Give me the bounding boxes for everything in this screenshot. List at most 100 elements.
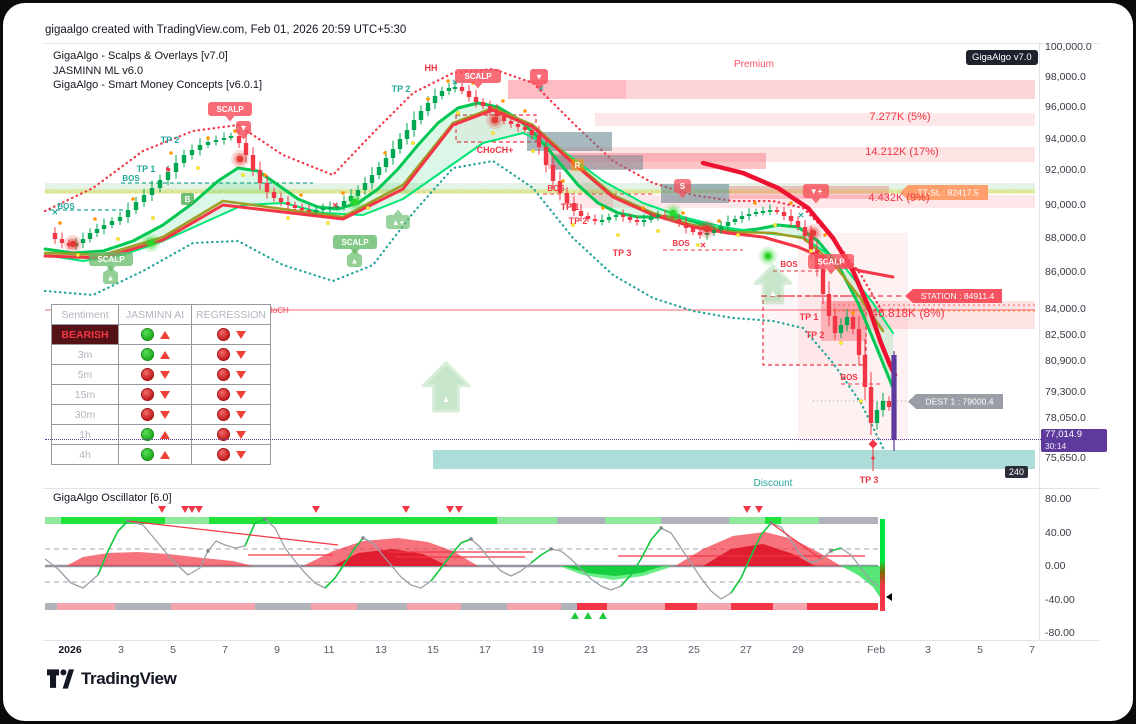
svg-text:4.432K (9%): 4.432K (9%) (868, 192, 929, 204)
time-tick: 3 (118, 644, 124, 656)
sentiment-header: Sentiment (51, 304, 119, 325)
chart-card: gigaalgo created with TradingView.com, F… (3, 3, 1133, 721)
price-tick: 98,000.0 (1045, 71, 1086, 83)
time-tick: 17 (479, 644, 491, 656)
svg-text:✕: ✕ (798, 211, 805, 220)
sentiment-cell (190, 344, 272, 365)
time-tick: 13 (375, 644, 387, 656)
legend-line-3[interactable]: GigaAlgo - Smart Money Concepts [v6.0.1] (53, 79, 263, 91)
ghost-buy-arrows: ▲▲ (421, 263, 793, 413)
svg-text:✕: ✕ (52, 208, 59, 217)
legend-line-2[interactable]: JASMINN ML v6.0 (53, 64, 144, 77)
time-tick: 21 (584, 644, 596, 656)
signal-markers: B R ✕ ✕ ✕ ✕ ✕ ✕ ⚑ (52, 78, 878, 471)
sentiment-row: 15m (51, 384, 272, 405)
sentiment-row: 4h (51, 444, 272, 465)
price-tick: 86,000.0 (1045, 266, 1086, 278)
svg-text:TP 2: TP 2 (392, 84, 411, 94)
price-tick: 82,500.0 (1045, 329, 1086, 341)
red-circle-icon (140, 368, 154, 381)
svg-text:TP 3: TP 3 (860, 475, 879, 485)
pane-separator[interactable] (43, 488, 1099, 489)
green-circle-icon (140, 328, 154, 341)
sentiment-cell (118, 364, 192, 385)
sentiment-row: 3m (51, 344, 272, 365)
sentiment-timeframe-label: 5m (51, 364, 119, 385)
arrow-down-icon (235, 390, 246, 399)
sentiment-row: 30m (51, 404, 272, 425)
svg-text:STATION : 84911.4: STATION : 84911.4 (921, 291, 995, 301)
sentiment-cell (118, 384, 192, 405)
sentiment-row: BEARISH (51, 324, 272, 345)
svg-text:TP 3: TP 3 (613, 248, 632, 258)
arrow-down-icon (235, 430, 246, 439)
svg-text:14.212K (17%): 14.212K (17%) (865, 146, 938, 158)
arrow-up-icon (159, 350, 170, 359)
sentiment-timeframe-label: BEARISH (51, 324, 119, 345)
svg-text:TP 1: TP 1 (561, 202, 580, 212)
current-price-line (45, 439, 1041, 440)
tradingview-logo[interactable]: TradingView (47, 669, 177, 689)
sentiment-cell (118, 404, 192, 425)
time-tick: 25 (688, 644, 700, 656)
svg-text:TP 2: TP 2 (161, 135, 180, 145)
time-tick: 3 (925, 644, 931, 656)
svg-text:46.818K (8%): 46.818K (8%) (871, 306, 944, 320)
arrow-down-icon (235, 410, 246, 419)
red-circle-icon (140, 388, 154, 401)
svg-text:BOS: BOS (547, 184, 565, 193)
sentiment-row: 1h (51, 424, 272, 445)
red-circle-icon (216, 368, 230, 381)
sentiment-cell (190, 384, 272, 405)
candles (52, 81, 897, 451)
price-chart-canvas[interactable]: BR✕✕✕✕✕✕⚑▲▲SCALP▼SCALP ▼▼+SCALPSSCALP▲SCA… (3, 3, 1133, 721)
time-axis-separator (43, 640, 1099, 641)
axis-separator-vertical (1039, 44, 1040, 641)
red-circle-icon (216, 328, 230, 341)
red-circle-icon (140, 408, 154, 421)
red-circle-icon (216, 448, 230, 461)
oscillator-pane (44, 506, 892, 619)
svg-text:▲: ▲ (442, 394, 451, 404)
time-tick: 7 (222, 644, 228, 656)
arrow-down-icon (235, 370, 246, 379)
sentiment-cell (118, 344, 192, 365)
svg-text:▲: ▲ (769, 288, 778, 298)
sentiment-cell (190, 424, 272, 445)
svg-text:▼: ▼ (535, 73, 543, 82)
time-tick: 5 (977, 644, 983, 656)
indicator-legend: GigaAlgo - Scalps & Overlays [v7.0] JASM… (53, 49, 262, 93)
svg-text:Premium: Premium (734, 59, 774, 70)
oscillator-title[interactable]: GigaAlgo Oscillator [6.0] (53, 492, 172, 504)
svg-text:S: S (680, 182, 686, 191)
green-circle-icon (140, 428, 154, 441)
sentiment-timeframe-label: 1h (51, 424, 119, 445)
sentiment-header: REGRESSION (190, 304, 272, 325)
svg-text:SCALP: SCALP (817, 258, 845, 267)
sentiment-timeframe-label: 30m (51, 404, 119, 425)
arrow-down-icon (159, 390, 170, 399)
green-circle-icon (140, 348, 154, 361)
svg-text:TT-SL : 82417.5: TT-SL : 82417.5 (917, 188, 979, 198)
order-blocks (527, 132, 889, 341)
arrow-down-icon (235, 350, 246, 359)
svg-text:BOS: BOS (780, 260, 798, 269)
svg-text:✕: ✕ (700, 241, 707, 250)
arrow-up-icon (159, 330, 170, 339)
sentiment-timeframe-label: 4h (51, 444, 119, 465)
red-circle-icon (216, 428, 230, 441)
price-tick: 92,000.0 (1045, 164, 1086, 176)
bar-countdown: 30:14 (1045, 440, 1067, 451)
legend-line-1[interactable]: GigaAlgo - Scalps & Overlays [v7.0] (53, 50, 228, 62)
time-tick: 9 (274, 644, 280, 656)
green-circle-icon (140, 448, 154, 461)
price-tick: 90,000.0 (1045, 199, 1086, 211)
envelope-bands (43, 67, 885, 450)
time-tick: 19 (532, 644, 544, 656)
oscillator-tick: -40.00 (1045, 594, 1075, 606)
arrow-down-icon (159, 410, 170, 419)
price-tick: 96,000.0 (1045, 101, 1086, 113)
sentiment-cell (190, 444, 272, 465)
